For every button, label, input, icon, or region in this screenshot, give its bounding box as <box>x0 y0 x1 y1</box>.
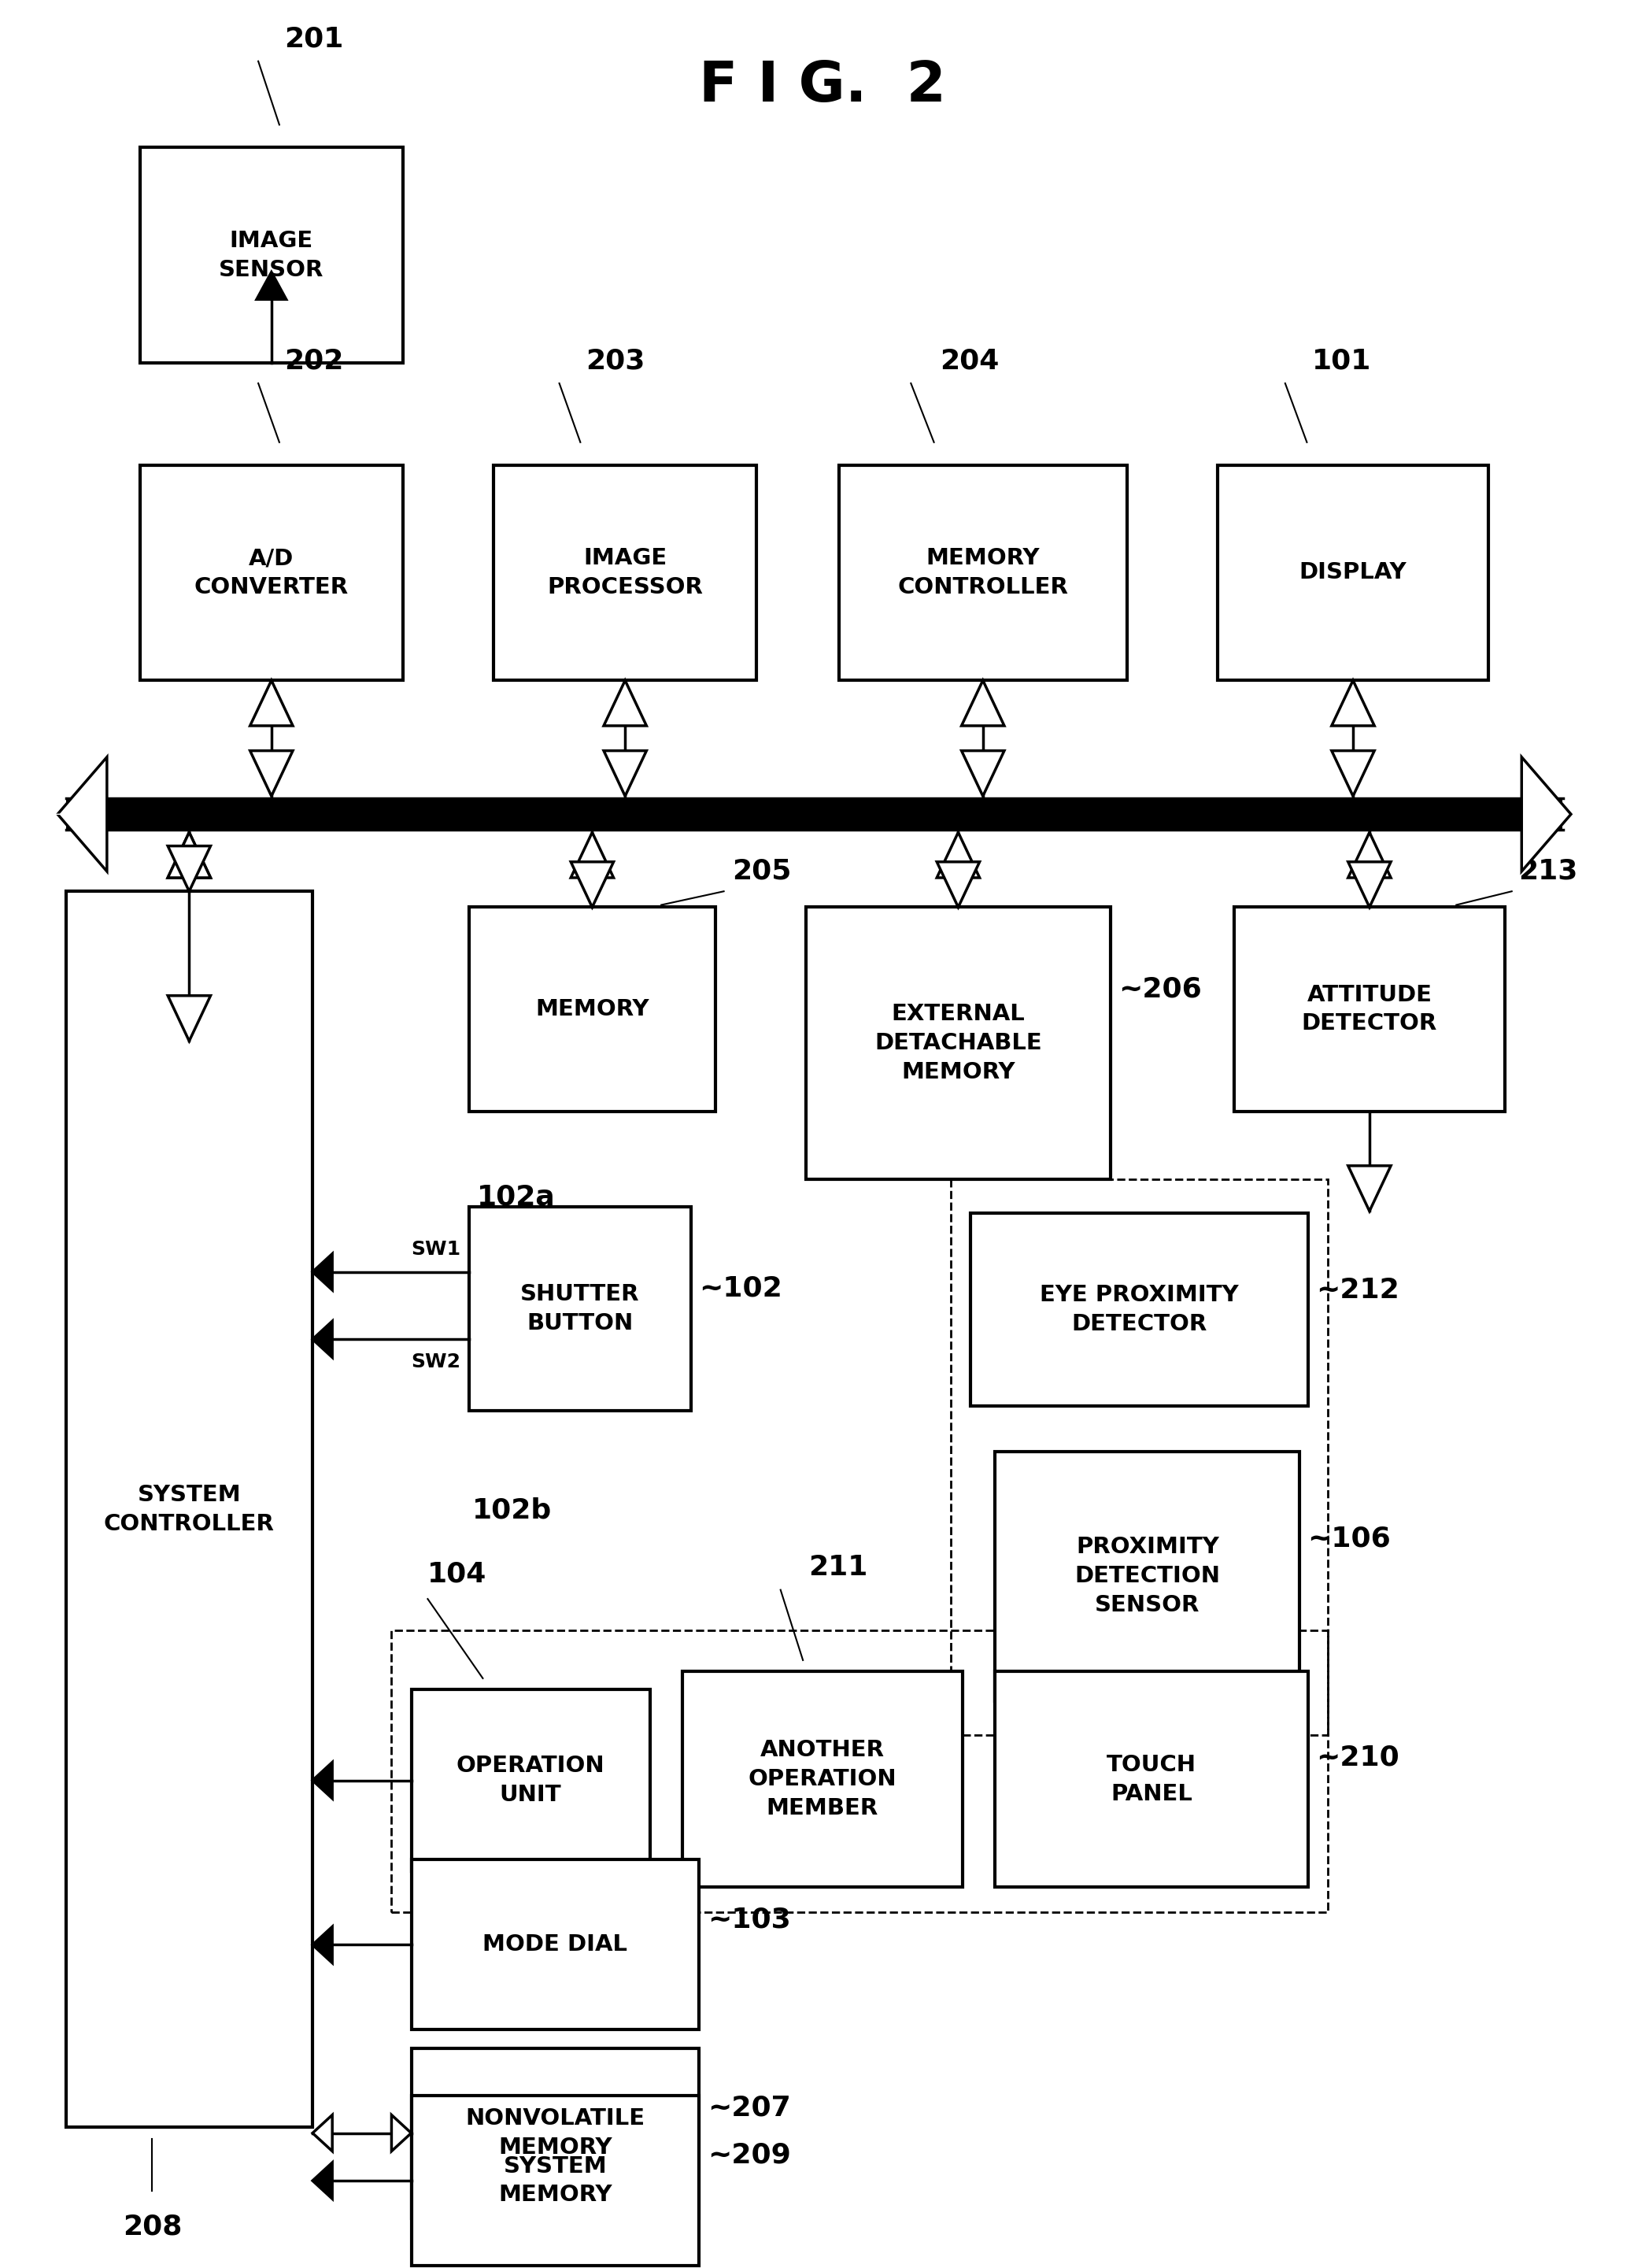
Polygon shape <box>938 832 980 878</box>
Polygon shape <box>571 862 614 907</box>
Text: 102b: 102b <box>472 1497 551 1524</box>
Text: OPERATION
UNIT: OPERATION UNIT <box>456 1755 605 1805</box>
Polygon shape <box>313 1762 332 1799</box>
Bar <box>469 1207 691 1411</box>
Text: ~207: ~207 <box>707 2093 791 2121</box>
Text: NONVOLATILE
MEMORY: NONVOLATILE MEMORY <box>466 2107 645 2159</box>
Text: SW2: SW2 <box>411 1352 461 1372</box>
Text: 205: 205 <box>732 857 791 885</box>
Bar <box>1217 465 1489 680</box>
Text: 202: 202 <box>285 347 344 374</box>
Polygon shape <box>313 2114 332 2150</box>
Text: ~212: ~212 <box>1316 1277 1400 1304</box>
Text: ~103: ~103 <box>707 1905 791 1932</box>
Polygon shape <box>313 2164 332 2200</box>
Bar <box>683 1672 962 1887</box>
Bar <box>411 1690 650 1871</box>
Polygon shape <box>313 1928 332 1964</box>
Polygon shape <box>168 832 211 878</box>
Text: 213: 213 <box>1518 857 1578 885</box>
Text: 201: 201 <box>285 25 344 52</box>
Bar <box>995 1672 1308 1887</box>
Polygon shape <box>168 846 211 891</box>
Bar <box>951 1179 1328 1735</box>
Text: 211: 211 <box>809 1554 869 1581</box>
Bar <box>140 465 403 680</box>
Text: 204: 204 <box>939 347 999 374</box>
Text: 208: 208 <box>122 2214 183 2241</box>
Bar <box>494 465 757 680</box>
Polygon shape <box>1349 832 1392 878</box>
Bar <box>806 907 1110 1179</box>
Text: SYSTEM
MEMORY: SYSTEM MEMORY <box>498 2155 612 2207</box>
Text: IMAGE
PROCESSOR: IMAGE PROCESSOR <box>548 547 702 599</box>
Bar <box>411 2096 699 2266</box>
Text: 101: 101 <box>1313 347 1372 374</box>
Text: MEMORY: MEMORY <box>535 998 650 1021</box>
Polygon shape <box>250 680 293 726</box>
Text: PROXIMITY
DETECTION
SENSOR: PROXIMITY DETECTION SENSOR <box>1074 1535 1221 1617</box>
Bar <box>140 147 403 363</box>
Bar <box>1234 907 1505 1111</box>
Text: EYE PROXIMITY
DETECTOR: EYE PROXIMITY DETECTOR <box>1040 1284 1239 1336</box>
Polygon shape <box>604 751 646 796</box>
Bar <box>469 907 716 1111</box>
Text: 203: 203 <box>586 347 645 374</box>
Polygon shape <box>313 1254 332 1290</box>
Bar <box>392 1631 1328 1912</box>
Bar <box>411 2048 699 2218</box>
Polygon shape <box>250 751 293 796</box>
Polygon shape <box>168 996 211 1041</box>
Polygon shape <box>938 862 980 907</box>
Text: SHUTTER
BUTTON: SHUTTER BUTTON <box>520 1284 640 1334</box>
Polygon shape <box>604 680 646 726</box>
Polygon shape <box>257 272 286 299</box>
Polygon shape <box>961 751 1003 796</box>
Polygon shape <box>313 1322 332 1359</box>
Text: ATTITUDE
DETECTOR: ATTITUDE DETECTOR <box>1301 984 1438 1034</box>
Polygon shape <box>571 832 614 878</box>
Bar <box>995 1452 1300 1701</box>
Text: 104: 104 <box>428 1560 487 1588</box>
Text: F I G.  2: F I G. 2 <box>699 59 946 113</box>
Text: TOUCH
PANEL: TOUCH PANEL <box>1107 1753 1196 1805</box>
Polygon shape <box>961 680 1003 726</box>
Polygon shape <box>58 758 107 871</box>
Bar <box>971 1213 1308 1406</box>
Polygon shape <box>168 832 211 878</box>
Polygon shape <box>1332 680 1375 726</box>
Text: ~106: ~106 <box>1308 1526 1392 1551</box>
Text: SW1: SW1 <box>411 1241 461 1259</box>
Bar <box>66 798 1563 830</box>
Polygon shape <box>1332 751 1375 796</box>
Text: MEMORY
CONTROLLER: MEMORY CONTROLLER <box>898 547 1068 599</box>
Polygon shape <box>1349 1166 1392 1211</box>
Text: MODE DIAL: MODE DIAL <box>482 1935 628 1955</box>
Polygon shape <box>1349 862 1392 907</box>
Bar <box>411 1860 699 2030</box>
Polygon shape <box>1522 758 1571 871</box>
Bar <box>66 891 313 2127</box>
Text: ~209: ~209 <box>707 2141 791 2168</box>
Text: 102a: 102a <box>477 1184 556 1211</box>
Text: A/D
CONVERTER: A/D CONVERTER <box>194 547 349 599</box>
Text: IMAGE
SENSOR: IMAGE SENSOR <box>219 229 324 281</box>
Bar <box>839 465 1127 680</box>
Text: EXTERNAL
DETACHABLE
MEMORY: EXTERNAL DETACHABLE MEMORY <box>875 1002 1041 1084</box>
Text: ~210: ~210 <box>1316 1744 1400 1771</box>
Text: ~206: ~206 <box>1119 975 1202 1002</box>
Text: ANOTHER
OPERATION
MEMBER: ANOTHER OPERATION MEMBER <box>748 1740 897 1819</box>
Polygon shape <box>392 2114 411 2150</box>
Text: ~102: ~102 <box>699 1275 783 1302</box>
Text: SYSTEM
CONTROLLER: SYSTEM CONTROLLER <box>104 1483 275 1535</box>
Text: DISPLAY: DISPLAY <box>1300 562 1406 583</box>
